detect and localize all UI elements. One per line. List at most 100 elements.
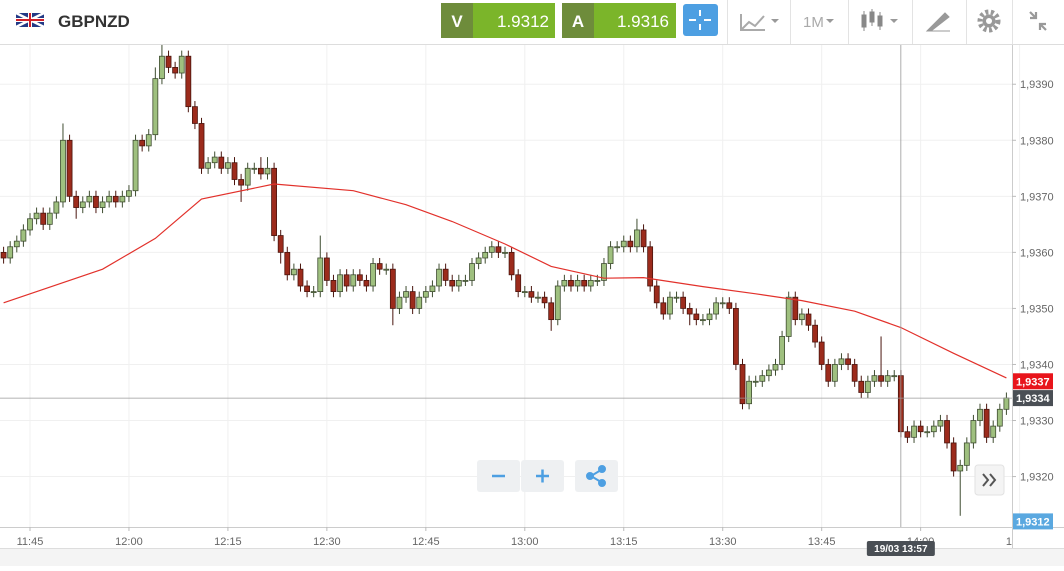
candle-body <box>983 408 990 438</box>
x-tick-label: 14:15 <box>1006 536 1034 548</box>
candle-body <box>145 134 152 147</box>
sell-price: 1.9312 <box>497 12 549 31</box>
buy-button[interactable] <box>562 3 594 38</box>
candle-body <box>996 408 1003 427</box>
candle-body <box>858 380 865 393</box>
moving-average <box>3 183 1007 379</box>
candle-body <box>700 319 706 322</box>
candle-body <box>719 302 726 305</box>
candle-body <box>864 380 871 393</box>
y-tick-label: 1,9360 <box>1020 247 1054 259</box>
buy-price-button[interactable] <box>594 3 676 38</box>
candle-body <box>79 201 86 208</box>
candle-body <box>647 246 654 287</box>
candle-body <box>205 162 212 169</box>
candle-body <box>990 425 997 438</box>
candle-body <box>356 274 363 281</box>
y-tick-label: 1,9350 <box>1020 303 1054 315</box>
candle-body <box>878 375 884 382</box>
candle-body <box>290 268 297 276</box>
candle-body <box>323 257 330 281</box>
candle-body <box>944 420 950 444</box>
candle-body <box>192 106 198 124</box>
candle-body <box>686 308 693 315</box>
candle-body <box>930 425 937 433</box>
candle-body <box>917 425 924 433</box>
candle-body <box>337 274 343 293</box>
candle-body <box>53 201 60 214</box>
candle-body <box>112 195 119 203</box>
candle-body <box>264 167 271 175</box>
candle-body <box>99 201 106 208</box>
candle-body <box>653 285 660 304</box>
candle-body <box>515 274 522 293</box>
candle-body <box>330 279 337 293</box>
candle-body <box>442 268 449 281</box>
y-tick-label: 1,9370 <box>1020 191 1054 203</box>
candle-body <box>152 78 159 136</box>
candle-body <box>825 364 832 382</box>
candle-body <box>713 302 720 315</box>
candle-body <box>871 375 878 382</box>
candle-body <box>449 279 456 287</box>
candle-body <box>284 251 291 276</box>
candle-body <box>765 369 772 377</box>
candle-body <box>40 212 47 225</box>
candle-body <box>502 251 508 254</box>
buy-label: A <box>572 12 584 31</box>
candle-body <box>805 313 812 326</box>
candle-body <box>238 179 245 186</box>
crosshair-button[interactable] <box>683 4 718 36</box>
share-button[interactable] <box>575 460 618 492</box>
candle-body <box>521 291 528 294</box>
price-tag-label: 1,9312 <box>1016 516 1050 528</box>
candle-body <box>924 431 931 434</box>
indicators-button[interactable] <box>740 14 765 31</box>
collapse-button[interactable] <box>1029 11 1047 31</box>
cursor-time-box <box>866 541 935 556</box>
candle-body <box>627 240 634 248</box>
y-tick-label: 1,9390 <box>1020 79 1054 91</box>
candle-body <box>792 296 799 321</box>
candle-body <box>884 375 891 382</box>
candle-body <box>422 291 429 298</box>
scroll-end-button[interactable] <box>974 464 1005 496</box>
timeframe-arrow <box>826 19 834 23</box>
draw-button[interactable] <box>925 12 950 32</box>
candle-body <box>772 364 779 371</box>
x-tick-label: 13:15 <box>610 536 638 548</box>
candle-body <box>891 375 898 378</box>
candle-body <box>950 442 957 472</box>
candle-body <box>528 291 535 298</box>
candle-body <box>660 302 667 315</box>
candle-body <box>693 313 700 321</box>
settings-button[interactable] <box>977 9 1001 33</box>
candle-body <box>350 274 357 287</box>
candle-body <box>231 162 238 180</box>
flag-icon <box>15 11 45 29</box>
candle-body <box>726 302 733 309</box>
candle-body <box>581 279 588 287</box>
sell-price-button[interactable] <box>473 3 555 38</box>
candle-body <box>244 167 251 186</box>
x-tick-label: 13:45 <box>808 536 836 548</box>
candle-body <box>198 123 205 169</box>
candle-body <box>482 251 489 259</box>
candle-body <box>614 246 621 249</box>
candle-body <box>343 274 350 287</box>
candle-body <box>27 218 33 231</box>
candle-body <box>838 358 845 365</box>
x-tick-label: 13:30 <box>709 536 737 548</box>
price-tag-label: 1,9337 <box>1016 376 1050 388</box>
timeframe[interactable]: 1M <box>803 14 824 31</box>
chart-type-button[interactable] <box>861 9 883 31</box>
price-tag <box>1013 390 1053 407</box>
price-tag <box>1013 373 1053 390</box>
candle-body <box>396 296 403 309</box>
candle-body <box>739 364 746 405</box>
candle-body <box>554 285 561 321</box>
candle-body <box>159 55 165 80</box>
sell-button[interactable] <box>441 3 473 38</box>
candle-body <box>462 279 469 282</box>
